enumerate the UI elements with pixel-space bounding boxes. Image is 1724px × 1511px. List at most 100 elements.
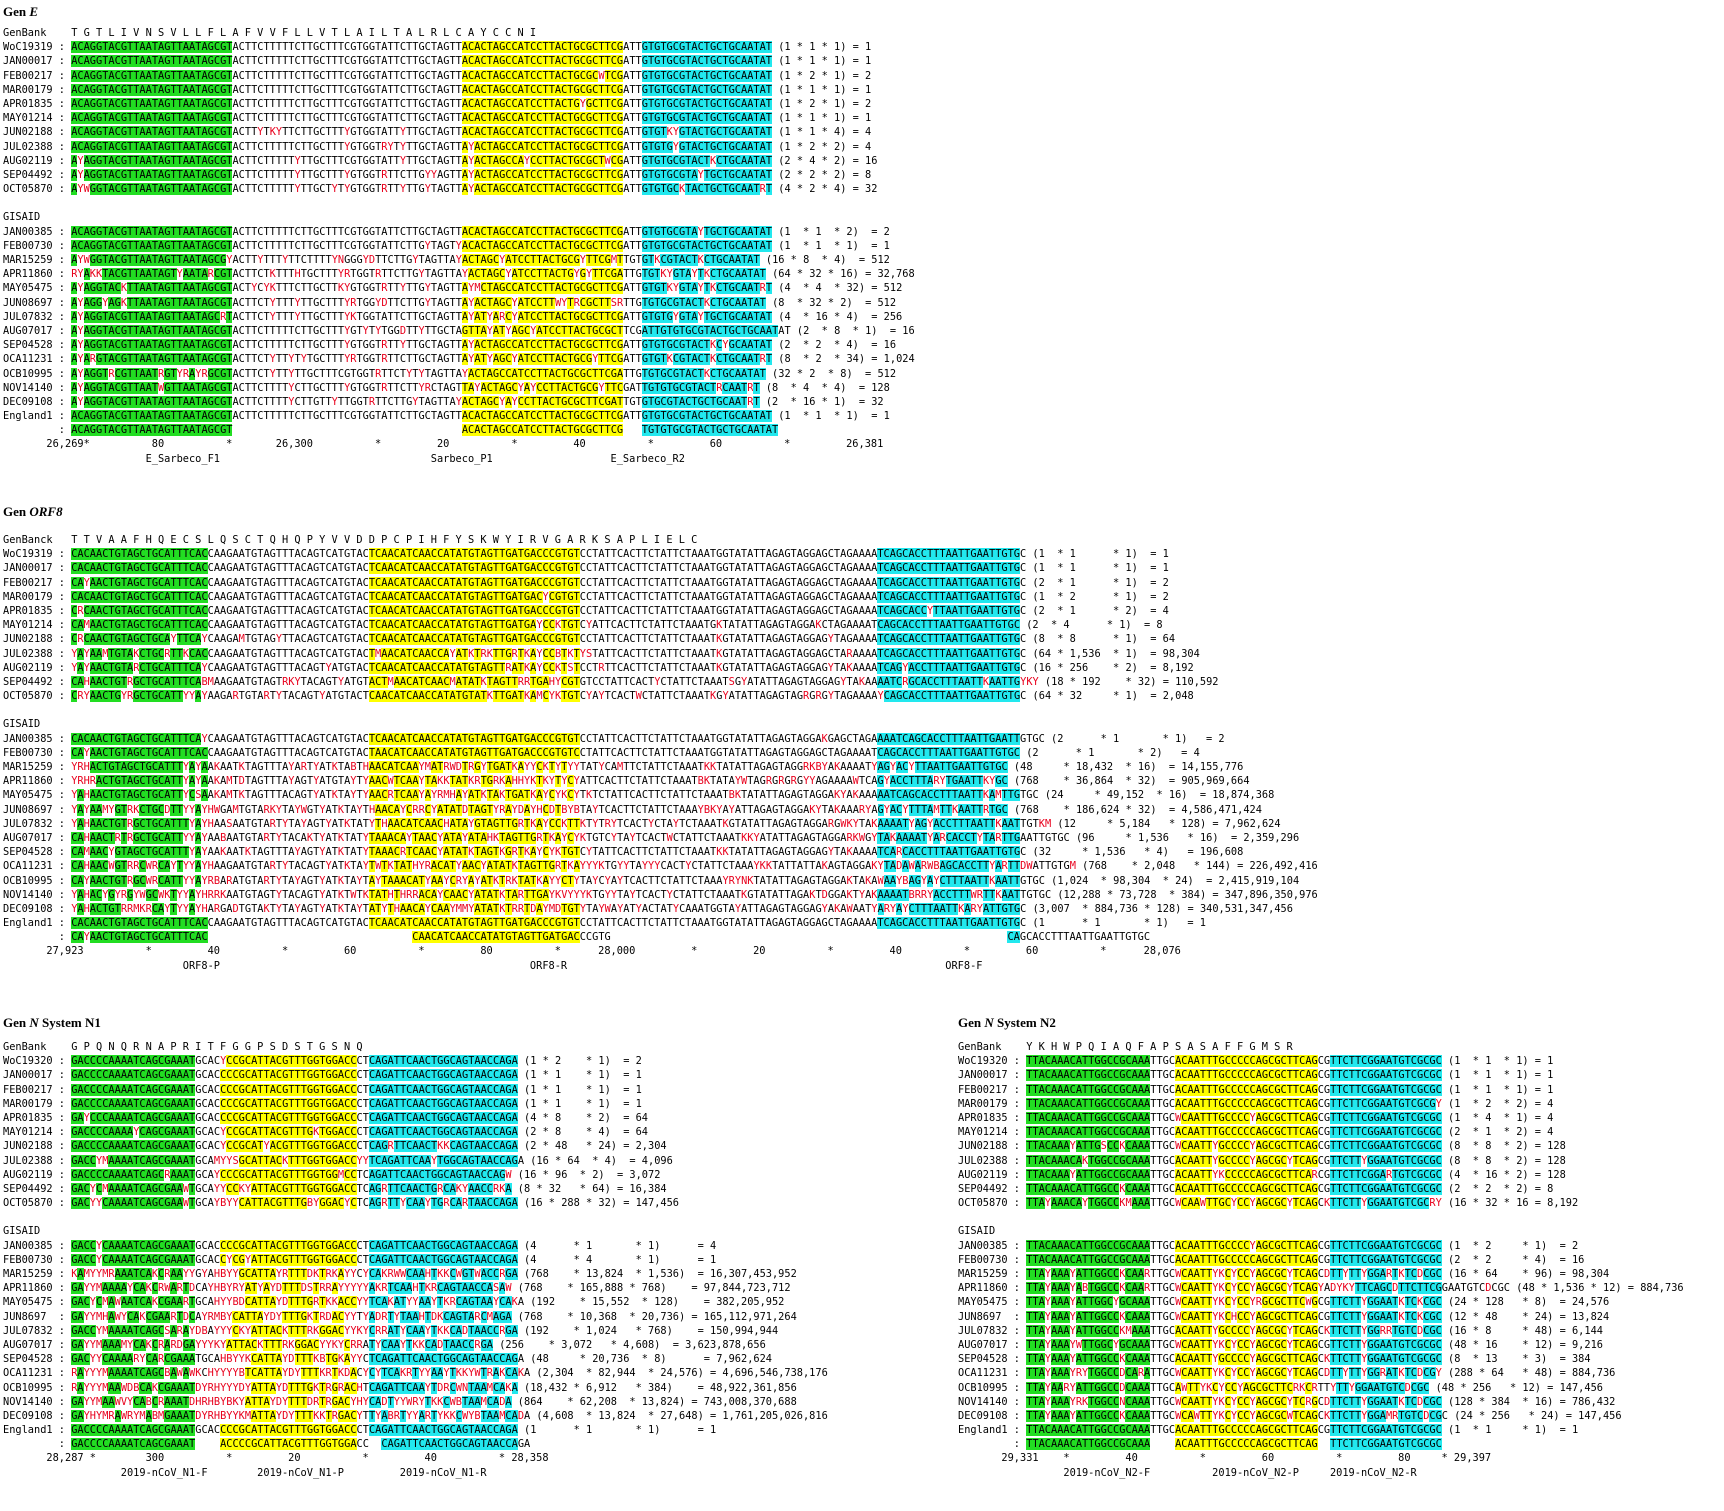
nucleotide-sequence: TTACAAACAKTGGCCGCAAATTGCACAATTYGCCCCYAGC…: [1026, 1154, 1442, 1167]
combination-count: (1 * 1 * 1) = 1: [772, 55, 872, 68]
combination-count: (1 * 1 * 1) = 1: [517, 1083, 642, 1096]
row-label: AUG02119: [958, 1168, 1008, 1181]
combination-count: (64 * 1,536 * 1) = 98,304: [1026, 647, 1200, 660]
combination-count: (48 * 18,432 * 16) = 14,155,776: [1007, 761, 1244, 773]
row-separator: :: [1013, 1083, 1020, 1096]
gene-n1-title: Gen N System N1: [3, 1015, 101, 1030]
row-label: FEB00730: [3, 746, 53, 759]
sequence-row: OCT05870: GACYYCAAAATCAGCGAAWTGCAYBYYCATT…: [3, 1196, 828, 1210]
sequence-row: JUL02388: GACCYMAAAATCAGCGAAATGCAMYYSGCAT…: [3, 1154, 828, 1168]
combination-count: (2 * 2 * 2) = 8: [772, 168, 872, 181]
nucleotide-sequence: GACCCCAAAATCAGCGAAATGCACYCCGCATYACGTTTGG…: [71, 1140, 518, 1153]
row-separator: :: [58, 647, 65, 660]
sequence-row: JAN00385: TTACAAACATTGGCCGCAAATTGCACAATTT…: [958, 1239, 1684, 1253]
row-label: OCT05870: [3, 183, 53, 196]
nucleotide-sequence: GACCCCAAAATCAGCGAAATGCACCCCGCATTACGTTTGG…: [71, 1069, 518, 1082]
row-label: GISAID: [3, 718, 41, 731]
sequence-row: JUN8697: GAYYMHAWYCAKCGAARTDCAYRMBYCATTAY…: [3, 1310, 828, 1324]
nucleotide-sequence: GACCYCAAAATCAGCGAAATGCACCYCGYATTACGTTTGG…: [71, 1253, 518, 1266]
row-separator: :: [1013, 1282, 1020, 1295]
combination-count: (1,024 * 98,304 * 24) = 2,415,919,104: [1044, 874, 1300, 887]
nucleotide-sequence: GAYCCCAAAATCAGCGAAATGCACCCCGCATTACGTTTGG…: [71, 1111, 518, 1124]
combination-count: (1 * 1 * 1) = 1: [1026, 562, 1169, 575]
row-label: NOV14140: [3, 888, 53, 901]
nucleotide-sequence: TTACAAACATTGGCCGCAAATTGCACAATTTGCCCCCAGC…: [1026, 1126, 1442, 1139]
row-separator: :: [58, 310, 65, 323]
combination-count: (1 * 4 * 1) = 4: [1441, 1111, 1554, 1124]
row-label: DEC09108: [3, 1409, 53, 1422]
row-label: GISAID: [958, 1225, 996, 1238]
sequence-row: : CAYAACTGTAGCTGCATTTCAC CAACATCAACCATATG…: [3, 930, 1318, 944]
combination-count: (12,288 * 73,728 * 384) = 347,896,350,97…: [1051, 888, 1318, 901]
row-label: OCA11231: [958, 1367, 1008, 1380]
row-label: SEP04528: [3, 1353, 53, 1366]
sequence-row: [3, 703, 1318, 717]
sequence-row: England1: ACAGGTACGTTAATAGTTAATAGCGTACTTC…: [3, 409, 915, 423]
nucleotide-sequence: TTACAAACATTGGCCGCAAATTGCACAATTTGCCCCCAGC…: [1026, 1055, 1442, 1068]
row-separator: :: [58, 183, 65, 196]
sequence-row: FEB00217: CAYAACTGTAGCTGCATTTCACCAAGAATGT…: [3, 576, 1318, 590]
row-label: GenBank: [3, 27, 47, 39]
combination-count: (1 * 1 * 1) = 1: [772, 112, 872, 125]
sequence-row: APR01835: TTACAAACATTGGCCGCAAATTGCWCAATTT…: [958, 1111, 1684, 1125]
sequence-row: MAR15259: AYWGGTACGTTAATAGTTAATAGCGYACTTY…: [3, 253, 915, 267]
nucleotide-sequence: AYAGGYAGKTTAATAGTTAATAGCGTACTTCTYTTTYTTG…: [71, 296, 766, 309]
nucleotide-sequence: AYAGGTACGTTAATAGTTAATAGCRTACTTCTYTTTYTTG…: [71, 310, 773, 323]
combination-count: (1 * 2 * 2) = 4: [772, 140, 872, 153]
nucleotide-sequence: YAHAACTGTAGCTGCATTYCSAAKAMTKTAGTTTACAGTY…: [71, 789, 1039, 802]
sequence-row: APR11860: YRHRACTGTAGCTGCATTYAYAAKAMTDTAG…: [3, 774, 1318, 788]
combination-count: (4 * 4 * 1) = 1: [517, 1253, 717, 1266]
row-label: JUN02188: [3, 126, 53, 139]
nucleotide-sequence: CAHAACWGTRRCWRCAYTYYAYHAAGAATGTARTYTACAG…: [71, 860, 1076, 873]
row-separator: :: [58, 424, 65, 437]
position-ruler: 29,331 * 40 * 60 * 80 * 29,397: [1001, 1452, 1492, 1465]
sequence-row: [3, 1210, 828, 1224]
nucleotide-sequence: KAMYYMRAAATCAKCRAAYYGYAHBYYGCATTAYRTTTDK…: [71, 1268, 518, 1280]
position-ruler: 26,269* 80 * 26,300 * 20 * 40 * 60 * 26,…: [46, 438, 884, 451]
row-label: FEB00217: [3, 576, 53, 589]
combination-count: (8 * 13 * 3) = 384: [1441, 1353, 1591, 1366]
row-label: JUN02188: [958, 1140, 1008, 1153]
row-separator: :: [1013, 1296, 1020, 1309]
combination-count: (128 * 384 * 16) = 786,432: [1441, 1395, 1616, 1408]
sequence-row: MAY05475: AYAGGTACKTTAATAGTTAATAGCGTACTYC…: [3, 281, 915, 295]
row-label: DEC09108: [3, 395, 53, 408]
combination-count: (18 * 192 * 32) = 110,592: [1038, 675, 1219, 688]
row-label: AUG07017: [958, 1338, 1008, 1351]
row-separator: :: [58, 1268, 65, 1280]
row-label: JAN00385: [3, 225, 53, 238]
sequence-row: FEB00217: ACAGGTACGTTAATAGTTAATAGCGTACTTC…: [3, 69, 915, 83]
gene-n2-alignment: GenBank Y K H W P Q I A Q F A P S A S A F…: [958, 1040, 1684, 1480]
nucleotide-sequence: AYAGGTACGTTAATAGTTAATAGCGTACTTCTTTTTCTTG…: [71, 324, 791, 337]
row-label: WoC19320: [3, 1055, 53, 1068]
combination-count: (768 * 2,048 * 144) = 226,492,416: [1075, 860, 1318, 873]
row-label: SEP04528: [3, 339, 53, 352]
nucleotide-sequence: ACAGGTACGTTAATAGTTAATAGCGTACTTCTTTTTCTTG…: [71, 83, 772, 96]
combination-count: (2 * 2 * 2) = 8: [1441, 1182, 1554, 1195]
row-label: MAY05475: [3, 1296, 53, 1309]
combination-count: (24 * 49,152 * 16) = 18,874,368: [1038, 789, 1275, 802]
combination-count: (1 * 1 * 1) = 1: [1026, 917, 1206, 930]
row-separator: :: [58, 1395, 65, 1408]
combination-count: (2 * 8 * 1) = 16: [790, 324, 915, 337]
row-separator: :: [58, 604, 65, 617]
combination-count: (1 * 2 * 1) = 2: [1441, 1239, 1579, 1252]
nucleotide-sequence: AYARGTACGTTAATAGTTAATAGCGTACTTCTYTTYTYTG…: [71, 353, 773, 366]
nucleotide-sequence: CACAACTGTAGCTGCATTTCACCAAGAATGTAGTTTACAG…: [71, 548, 1027, 561]
sequence-row: SEP04528: GACYYCAAAARYCARCGAAATGCAHBYYKCA…: [3, 1352, 828, 1366]
sequence-row: JUL02388: YAYAAMTGTAKCTGCRTTKCACCAAGAATGT…: [3, 647, 1318, 661]
sequence-row: England1: CACAACTGTAGCTGCATTTCACCAAGAATGT…: [3, 916, 1318, 930]
sequence-row: JUL02388: TTACAAACAKTGGCCGCAAATTGCACAATTY…: [958, 1154, 1684, 1168]
row-label: GISAID: [3, 1225, 41, 1238]
nucleotide-sequence: CACAACTGTAGCTGCATTTCACCAAGAATGTAGTTTACAG…: [71, 917, 1027, 930]
row-separator: :: [1013, 1409, 1020, 1422]
sequence-row: FEB00730: CAYAACTGTAGCTGCATTTCACCAAGAATGT…: [3, 746, 1318, 760]
row-label: SEP04528: [958, 1353, 1008, 1366]
gene-e-alignment: GenBank T G T L I V N S V L L F L A F V V…: [3, 26, 915, 466]
row-label: WoC19320: [958, 1055, 1008, 1068]
row-separator: :: [58, 381, 65, 394]
row-label: AUG02119: [3, 1168, 53, 1181]
row-label: AUG02119: [3, 154, 53, 167]
row-label: JUN8697: [958, 1310, 1002, 1323]
sequence-row: MAR00179: CACAACTGTAGCTGCATTTCACCAAGAATGT…: [3, 590, 1318, 604]
